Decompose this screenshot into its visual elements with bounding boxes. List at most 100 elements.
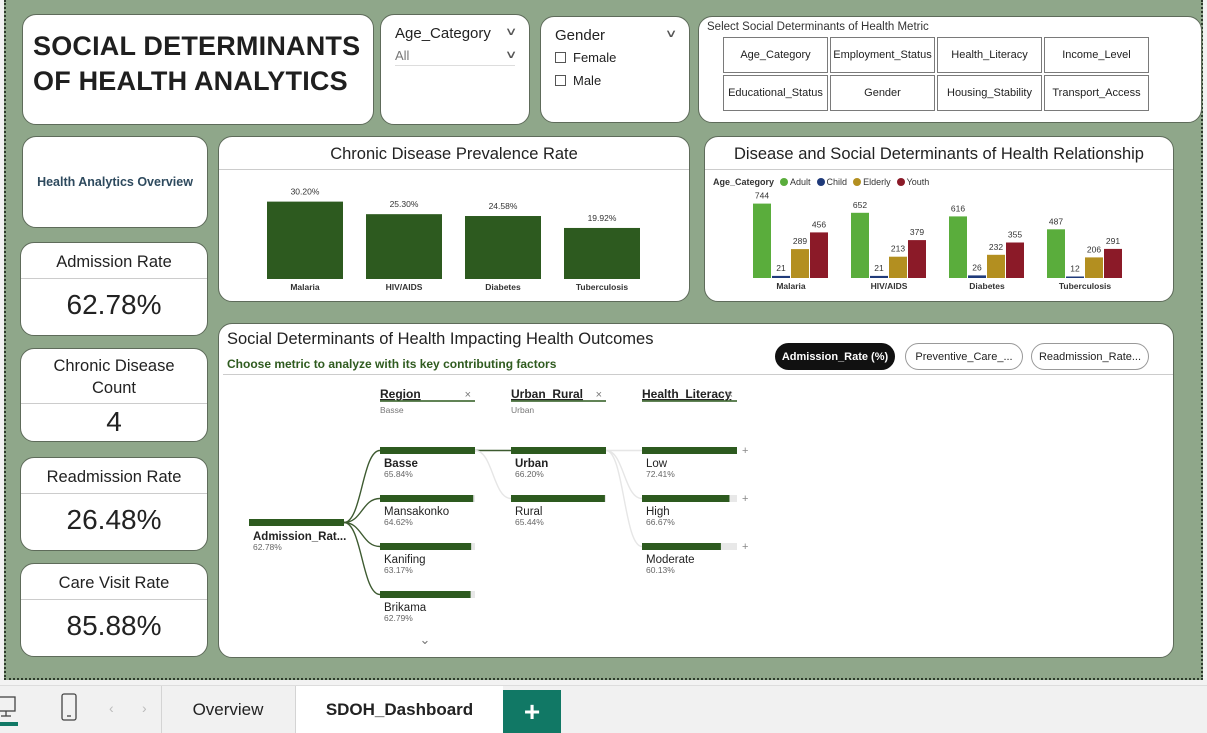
gender-slicer: Gender ∨ Female Male	[540, 16, 690, 123]
bar[interactable]	[465, 216, 541, 279]
bar-youth[interactable]	[810, 232, 828, 278]
node-value: 60.13%	[646, 565, 675, 575]
node-bar[interactable]	[380, 447, 475, 454]
node-label: Kanifing	[384, 554, 426, 566]
close-icon[interactable]: ×	[465, 389, 471, 401]
kpi-label: Care Visit Rate	[58, 574, 170, 592]
bar-youth[interactable]	[1104, 248, 1122, 278]
chart-title: Disease and Social Determinants of Healt…	[705, 137, 1173, 170]
gender-option-female[interactable]: Female	[555, 50, 675, 65]
bar[interactable]	[366, 214, 442, 279]
age-category-dropdown[interactable]: All ∨	[395, 48, 517, 66]
desktop-view-icon[interactable]	[0, 694, 20, 728]
metric-selector: Select Social Determinants of Health Met…	[698, 16, 1202, 123]
tab-overview[interactable]: Overview	[161, 686, 296, 733]
node-bar[interactable]	[642, 495, 730, 502]
tab-preventive-care[interactable]: Preventive_Care_...	[905, 343, 1023, 370]
node-label: Low	[646, 458, 668, 470]
tab-readmission-rate[interactable]: Readmission_Rate...	[1031, 343, 1149, 370]
node-bar[interactable]	[380, 495, 474, 502]
bar[interactable]	[267, 201, 343, 279]
age-category-slicer: Age_Category ∨ All ∨	[380, 14, 530, 125]
chevron-down-icon[interactable]: ⌄	[420, 632, 431, 647]
node-bar[interactable]	[642, 447, 737, 454]
node-label: Brikama	[384, 602, 427, 614]
level-header: Region	[380, 387, 421, 401]
bar-adult[interactable]	[753, 203, 771, 278]
node-label: Urban	[515, 458, 548, 470]
gender-option-male[interactable]: Male	[555, 73, 675, 88]
metric-button-income-level[interactable]: Income_Level	[1044, 37, 1149, 73]
node-bar[interactable]	[380, 591, 471, 598]
data-label: 24.58%	[489, 201, 518, 211]
bar-child[interactable]	[870, 275, 888, 278]
connector	[343, 449, 381, 524]
close-icon[interactable]: ×	[727, 389, 733, 401]
tab-admission-rate[interactable]: Admission_Rate (%)	[775, 343, 895, 370]
mobile-view-icon[interactable]	[60, 692, 78, 724]
node-bar[interactable]	[511, 447, 606, 454]
bar-child[interactable]	[772, 275, 790, 278]
chevron-left-icon[interactable]: ‹	[109, 700, 114, 716]
health-analytics-overview-button[interactable]: Health Analytics Overview	[22, 136, 208, 228]
chevron-down-icon[interactable]: ∨	[504, 26, 518, 38]
bar-youth[interactable]	[908, 240, 926, 278]
bar-youth[interactable]	[1006, 242, 1024, 279]
bar[interactable]	[564, 227, 640, 279]
legend-item-child[interactable]: Child	[816, 177, 847, 187]
kpi-value: 26.48%	[66, 504, 162, 535]
bar-adult[interactable]	[851, 212, 869, 278]
kpi-label: Chronic Disease Count	[53, 357, 175, 397]
legend-item-adult[interactable]: Adult	[780, 177, 811, 187]
checkbox[interactable]	[555, 75, 566, 86]
expand-icon[interactable]: +	[742, 541, 748, 553]
metric-button-transport-access[interactable]: Transport_Access	[1044, 75, 1149, 111]
node-bar[interactable]	[642, 543, 721, 550]
data-label: 19.92%	[588, 213, 617, 223]
metric-button-age-category[interactable]: Age_Category	[723, 37, 828, 73]
bar-child[interactable]	[1066, 276, 1084, 279]
bar-child[interactable]	[968, 275, 986, 278]
legend-item-youth[interactable]: Youth	[896, 177, 929, 187]
data-label: 25.30%	[390, 199, 419, 209]
chevron-right-icon[interactable]: ›	[142, 700, 147, 716]
close-icon[interactable]: ×	[596, 389, 602, 401]
data-label: 12	[1070, 264, 1080, 274]
metric-button-employment-status[interactable]: Employment_Status	[830, 37, 935, 73]
metric-button-educational-status[interactable]: Educational_Status	[723, 75, 828, 111]
root-bar[interactable]	[249, 519, 344, 526]
bar-adult[interactable]	[1047, 229, 1065, 278]
legend-item-elderly[interactable]: Elderly	[853, 177, 891, 187]
tab-sdoh-dashboard[interactable]: SDOH_Dashboard	[296, 686, 503, 733]
bar-elderly[interactable]	[1085, 257, 1103, 278]
kpi-care-visit-rate: Care Visit Rate 85.88%	[20, 563, 208, 657]
level-selected: Urban	[511, 405, 534, 415]
bar-elderly[interactable]	[889, 256, 907, 278]
metric-button-housing-stability[interactable]: Housing_Stability	[937, 75, 1042, 111]
node-bar[interactable]	[511, 495, 605, 502]
metric-button-health-literacy[interactable]: Health_Literacy	[937, 37, 1042, 73]
title-card: SOCIAL DETERMINANTS OF HEALTH ANALYTICS	[22, 14, 374, 125]
data-label: 487	[1049, 216, 1063, 226]
decomposition-tree: Admission_Rat...62.78%Region ×BasseBasse6…	[249, 387, 748, 647]
node-value: 65.84%	[384, 469, 413, 479]
age-slicer-label: Age_Category	[395, 25, 491, 42]
checkbox[interactable]	[555, 52, 566, 63]
node-bar[interactable]	[380, 543, 472, 550]
data-label: 289	[793, 236, 807, 246]
add-page-button[interactable]: +	[503, 690, 561, 733]
bar-adult[interactable]	[949, 216, 967, 278]
bar-elderly[interactable]	[987, 254, 1005, 278]
level-selected: Basse	[380, 405, 404, 415]
data-label: 355	[1008, 230, 1022, 240]
node-label: High	[646, 506, 670, 518]
connector	[605, 449, 643, 500]
kpi-value: 62.78%	[66, 289, 162, 320]
chart-title: Chronic Disease Prevalence Rate	[219, 137, 689, 170]
bar-elderly[interactable]	[791, 249, 809, 278]
metric-button-gender[interactable]: Gender	[830, 75, 935, 111]
expand-icon[interactable]: +	[742, 445, 748, 457]
chevron-down-icon[interactable]: ∨	[664, 28, 678, 40]
expand-icon[interactable]: +	[742, 493, 748, 505]
x-tick-label: Malaria	[776, 281, 806, 291]
